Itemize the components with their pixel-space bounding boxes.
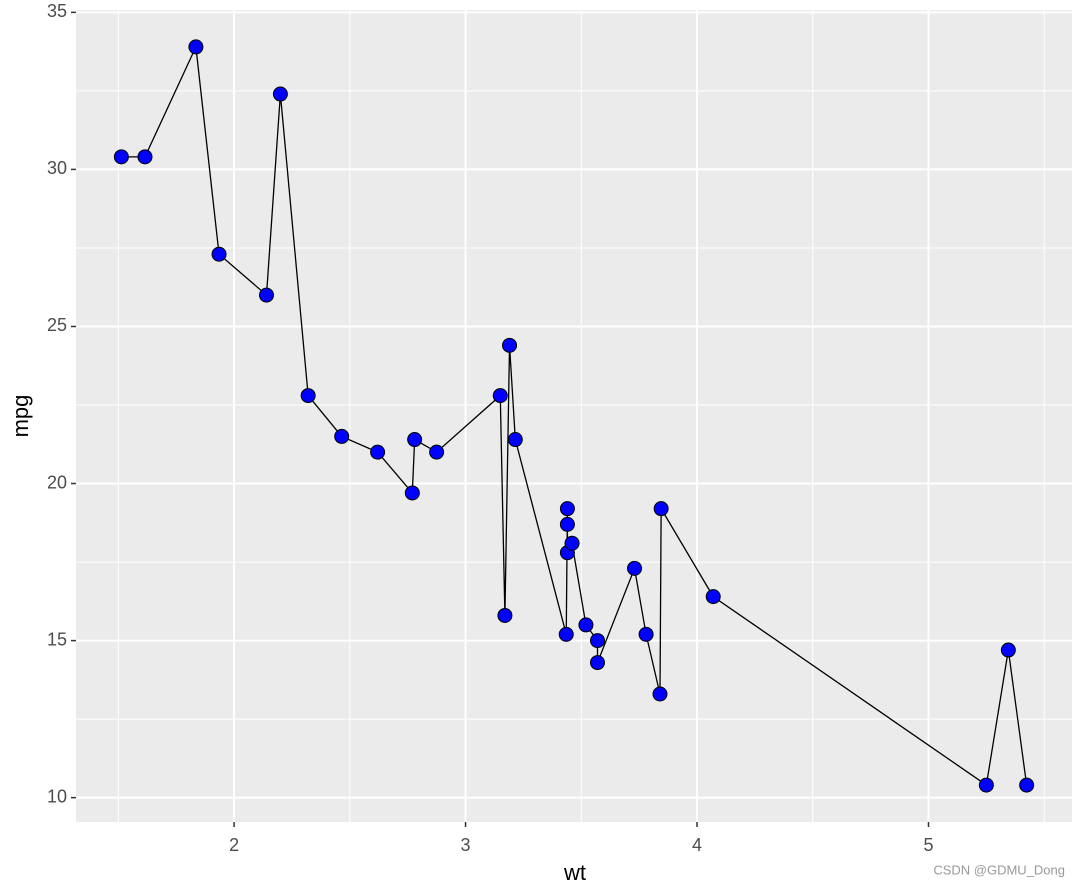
point [1019,777,1035,793]
y-axis-label: mpg [8,395,33,438]
point [578,617,594,633]
line [121,44,1028,787]
point [1000,642,1016,658]
y-tick-label: 35 [47,1,67,21]
point [429,444,445,460]
point [559,516,575,532]
point [502,337,518,353]
point [188,39,204,55]
point [653,501,669,517]
point [497,607,513,623]
y-tick-label: 25 [47,315,67,335]
point [258,287,274,303]
point [978,777,994,793]
point [627,560,643,576]
point [492,388,508,404]
point [113,149,129,165]
point [638,626,654,642]
point [507,432,523,448]
point [211,246,227,262]
point [300,388,316,404]
x-tick-label: 3 [461,835,471,855]
point [404,485,420,501]
y-tick-label: 30 [47,158,67,178]
point [559,501,575,517]
x-tick-label: 2 [229,835,239,855]
y-tick-label: 15 [47,629,67,649]
point [407,432,423,448]
x-axis-label: wt [563,860,586,885]
point [137,149,153,165]
point [564,535,580,551]
y-tick-label: 10 [47,786,67,806]
y-tick-label: 20 [47,472,67,492]
point [652,686,668,702]
point [589,633,605,649]
point [705,589,721,605]
point [272,86,288,102]
x-tick-label: 4 [692,835,702,855]
point [334,428,350,444]
x-tick-label: 5 [923,835,933,855]
panel [76,10,1072,822]
point [558,626,574,642]
point [589,655,605,671]
watermark: CSDN @GDMU_Dong [933,862,1065,877]
point [370,444,386,460]
